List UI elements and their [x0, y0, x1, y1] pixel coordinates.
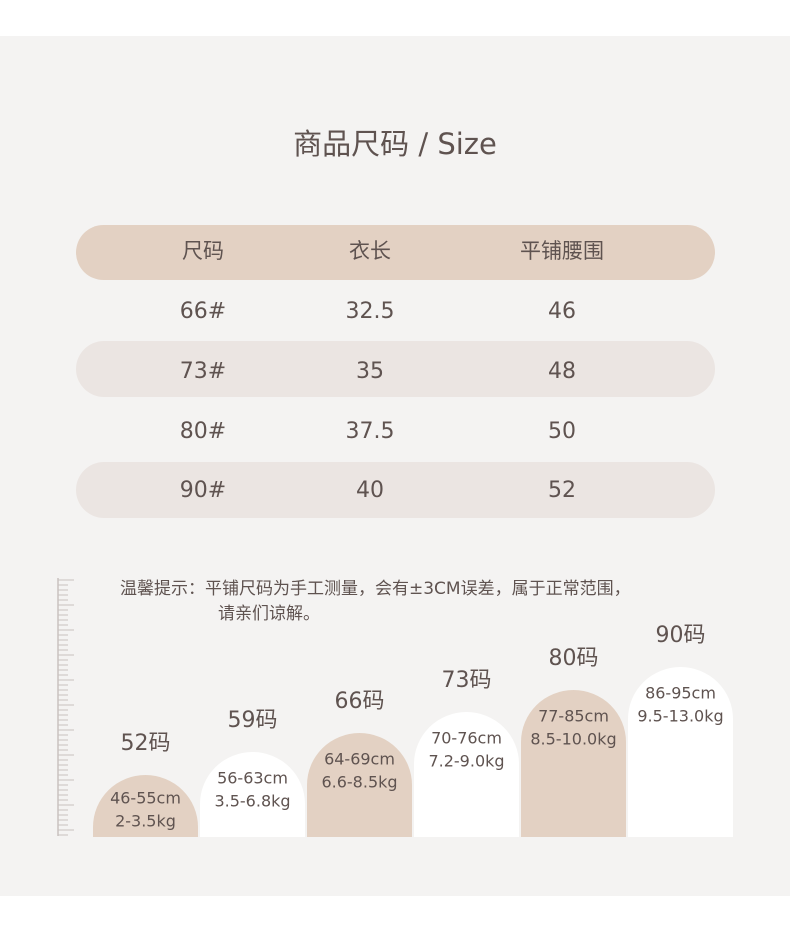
size-label: 80码 [549, 646, 599, 671]
size-height: 86-95cm [645, 684, 716, 703]
table-cell: 50 [548, 419, 576, 444]
table-cell: 32.5 [346, 299, 395, 324]
table-header-cell: 尺码 [182, 239, 224, 263]
size-weight: 8.5-10.0kg [530, 730, 616, 749]
note-line: 温馨提示：平铺尺码为手工测量，会有±3CM误差，属于正常范围， [120, 579, 631, 599]
row-bg [76, 462, 715, 518]
title: 商品尺码 / Size [293, 127, 497, 161]
table-cell: 73# [180, 359, 226, 384]
table-header-bg [76, 225, 715, 280]
size-height: 77-85cm [538, 707, 609, 726]
note-line: 请亲们谅解。 [218, 604, 320, 624]
size-label: 66码 [335, 689, 385, 714]
table-cell: 48 [548, 359, 576, 384]
table-cell: 90# [180, 478, 226, 503]
size-arch [200, 752, 305, 837]
size-weight: 6.6-8.5kg [321, 773, 397, 792]
size-label: 73码 [442, 668, 492, 693]
size-weight: 3.5-6.8kg [214, 792, 290, 811]
size-height: 70-76cm [431, 729, 502, 748]
table-cell: 35 [356, 359, 384, 384]
ruler [57, 578, 74, 836]
size-label: 59码 [228, 708, 278, 733]
size-height: 46-55cm [110, 789, 181, 808]
table-cell: 37.5 [346, 419, 395, 444]
size-weight: 7.2-9.0kg [428, 752, 504, 771]
size-label: 90码 [656, 623, 706, 648]
size-height: 64-69cm [324, 750, 395, 769]
size-weight: 2-3.5kg [115, 812, 176, 831]
size-label: 52码 [121, 731, 171, 756]
table-header-cell: 平铺腰围 [520, 239, 604, 263]
table-cell: 66# [180, 299, 226, 324]
row-bg [76, 341, 715, 397]
size-arch [521, 690, 626, 837]
table-cell: 52 [548, 478, 576, 503]
table-header-cell: 衣长 [349, 239, 391, 263]
size-weight: 9.5-13.0kg [637, 707, 723, 726]
size-arch [628, 667, 733, 837]
table-cell: 40 [356, 478, 384, 503]
size-arch [307, 733, 412, 837]
size-arch [93, 775, 198, 837]
table-cell: 46 [548, 299, 576, 324]
size-arch [414, 712, 519, 837]
table-cell: 80# [180, 419, 226, 444]
size-height: 56-63cm [217, 769, 288, 788]
